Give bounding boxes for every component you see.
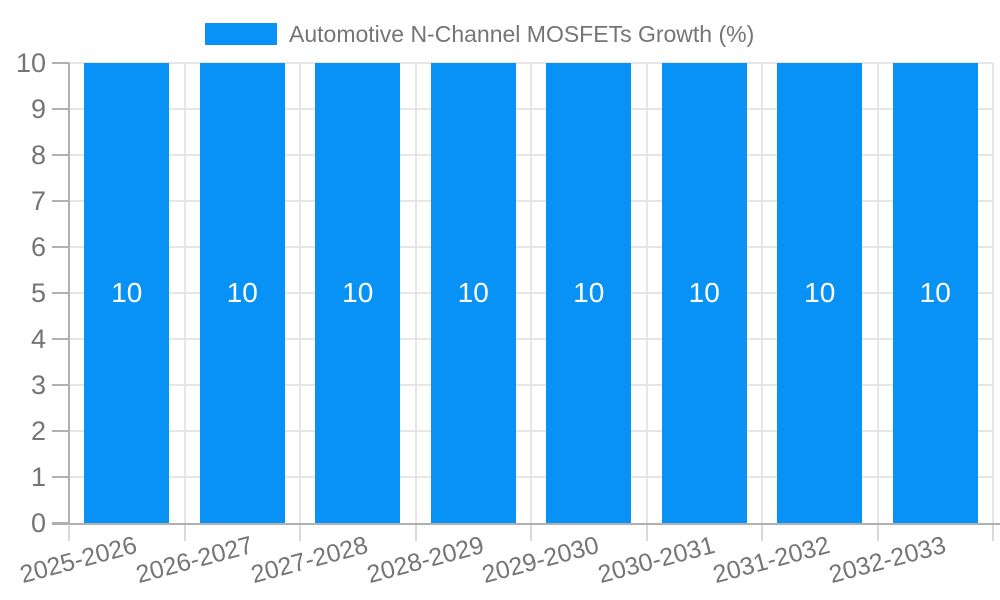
y-axis-tick <box>52 292 69 294</box>
y-tick-label: 5 <box>30 278 46 308</box>
y-axis-tick <box>52 62 69 64</box>
y-axis-tick <box>52 476 69 478</box>
x-tick-label: 2031-2032 <box>710 531 833 589</box>
bar[interactable]: 10 <box>777 63 863 523</box>
y-axis-tick <box>52 338 69 340</box>
y-axis-tick <box>52 246 69 248</box>
x-tick-label: 2032-2033 <box>825 531 949 589</box>
y-tick-label: 2 <box>30 416 46 446</box>
x-tick-label: 2025-2026 <box>17 531 140 589</box>
x-tick-label: 2028-2029 <box>363 531 487 589</box>
gridline-vertical <box>876 63 879 523</box>
bar-value-label: 10 <box>688 277 720 308</box>
bar-value-label: 10 <box>342 277 374 308</box>
y-tick-label: 9 <box>30 94 46 124</box>
x-tick-label: 2027-2028 <box>248 531 371 589</box>
x-axis-line <box>52 523 1000 525</box>
y-tick-label: 1 <box>30 462 46 492</box>
plot-area: 10 10 10 10 10 10 10 10 <box>69 62 994 523</box>
x-axis-tick <box>183 525 186 541</box>
x-axis-tick <box>876 525 879 541</box>
bar[interactable]: 10 <box>546 63 632 523</box>
x-tick-label: 2030-2031 <box>594 531 718 589</box>
x-axis-tick <box>414 525 417 541</box>
bar[interactable]: 10 <box>892 63 978 523</box>
x-tick-label: 2029-2030 <box>479 531 602 589</box>
y-axis-tick <box>52 108 69 110</box>
bar-value-label: 10 <box>573 277 605 308</box>
bar[interactable]: 10 <box>84 63 170 523</box>
y-tick-label: 7 <box>30 186 46 216</box>
x-axis-tick <box>530 525 532 541</box>
gridline-vertical <box>992 63 994 523</box>
legend-label: Automotive N-Channel MOSFETs Growth (%) <box>289 21 755 47</box>
gridline-vertical <box>414 63 417 523</box>
bar-value-label: 10 <box>111 277 143 308</box>
y-axis-tick <box>52 430 69 432</box>
x-axis-tick <box>299 525 301 541</box>
y-axis-line <box>68 63 70 541</box>
y-axis-tick <box>52 200 69 202</box>
bar-value-label: 10 <box>919 277 951 308</box>
y-tick-label: 0 <box>30 508 46 538</box>
x-tick-label: 2026-2027 <box>132 531 256 589</box>
y-tick-label: 3 <box>30 370 46 400</box>
bar[interactable]: 10 <box>199 63 285 523</box>
gridline-vertical <box>645 63 648 523</box>
gridline-vertical <box>183 63 186 523</box>
bar[interactable]: 10 <box>430 63 516 523</box>
y-tick-label: 6 <box>30 232 46 262</box>
gridline-vertical <box>299 63 301 523</box>
bar[interactable]: 10 <box>315 63 401 523</box>
gridline-vertical <box>530 63 532 523</box>
y-axis-tick <box>52 154 69 156</box>
bar-value-label: 10 <box>457 277 489 308</box>
bar-value-label: 10 <box>226 277 258 308</box>
x-axis-tick <box>645 525 648 541</box>
x-axis-tick <box>992 525 994 541</box>
legend-item[interactable]: Automotive N-Channel MOSFETs Growth (%) <box>205 21 755 47</box>
x-axis-tick <box>68 525 70 541</box>
bar-value-label: 10 <box>804 277 836 308</box>
bar[interactable]: 10 <box>661 63 747 523</box>
legend-swatch <box>205 23 277 45</box>
gridline-vertical <box>761 63 763 523</box>
y-axis-tick <box>52 522 69 524</box>
y-axis-tick <box>52 384 69 386</box>
y-tick-label: 4 <box>30 324 46 354</box>
y-tick-label: 8 <box>30 140 46 170</box>
y-tick-label: 10 <box>15 48 46 78</box>
x-axis-tick <box>761 525 763 541</box>
